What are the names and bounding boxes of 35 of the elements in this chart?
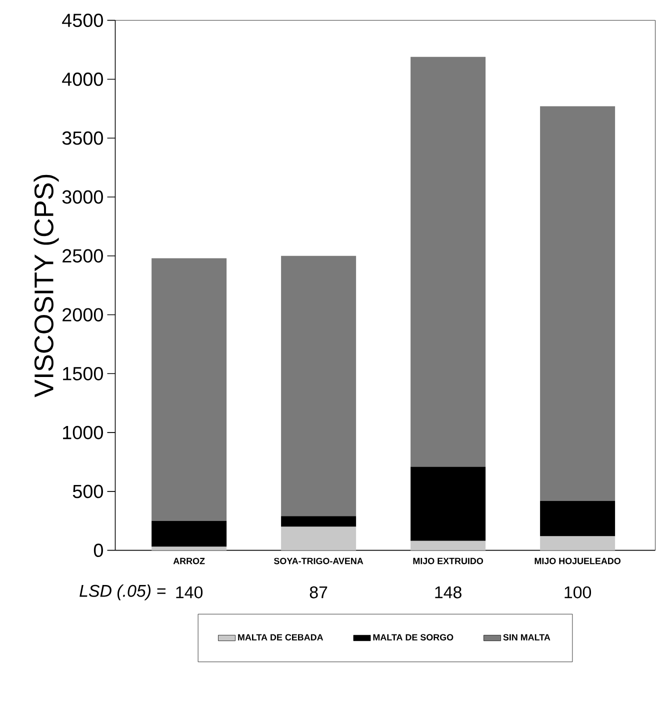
y-tick-label: 3500 [62, 131, 103, 145]
bar [281, 256, 356, 516]
bar [152, 520, 227, 547]
text: LSD (.05) = [80, 584, 166, 600]
x-tick-label: MIJO HOJUELEADO [534, 558, 621, 564]
y-tick-label: 4500 [62, 14, 103, 28]
legend-label: MALTA DE SORGO [373, 634, 454, 640]
y-tick-label: 500 [72, 484, 103, 498]
y-tick-label: 3000 [62, 190, 103, 204]
y-tick-label: 2000 [62, 308, 103, 322]
text: 148 [435, 586, 462, 598]
text: 140 [176, 586, 203, 598]
bar [540, 106, 616, 501]
text: 100 [564, 586, 592, 598]
y-tick-label: 2500 [62, 249, 103, 263]
y-tick-label: 4000 [62, 72, 103, 86]
bar [410, 56, 486, 467]
bar [410, 540, 486, 550]
bar [152, 258, 227, 521]
y-tick-label: 1500 [63, 366, 103, 380]
bar [281, 526, 356, 550]
bar [540, 500, 616, 536]
bar [152, 546, 227, 550]
legend-label: MALTA DE CEBADA [238, 634, 324, 640]
text: 87 [310, 586, 328, 598]
y-axis-title: VISCOSITY (CPS) [34, 174, 59, 398]
y-tick-label: 0 [94, 544, 103, 558]
y-tick-label: 1000 [63, 426, 103, 440]
x-tick-label: MIJO EXTRUIDO [413, 558, 484, 564]
x-tick-label: SOYA-TRIGO-AVENA [274, 558, 364, 564]
x-tick-label: ARROZ [173, 558, 205, 564]
bar [540, 536, 616, 550]
bar [410, 466, 486, 541]
legend-label: SIN MALTA [503, 634, 550, 640]
bar [281, 516, 356, 527]
